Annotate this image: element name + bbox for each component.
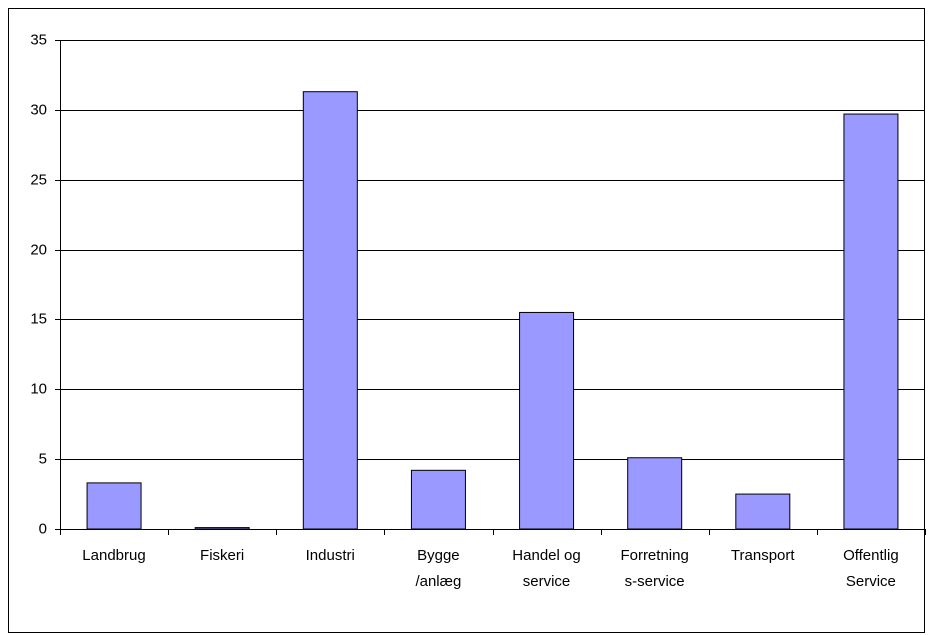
y-tick-label: 20	[30, 241, 47, 258]
x-tick-label: Landbrug	[82, 547, 146, 564]
y-tick-label: 0	[39, 520, 47, 537]
y-tick-label: 5	[39, 450, 47, 467]
x-tick-label: Forretning s-service	[620, 547, 689, 590]
y-tick-label: 15	[30, 310, 47, 327]
bar	[86, 482, 142, 530]
bar	[735, 493, 791, 530]
bar	[627, 457, 683, 530]
x-tick-label: Offentlig Service	[843, 547, 899, 590]
x-tick-label: Fiskeri	[200, 547, 245, 564]
x-tick-label: Industri	[305, 547, 355, 564]
x-tick-label: Bygge /anlæg	[415, 547, 462, 590]
bar	[194, 527, 250, 530]
bar	[519, 311, 575, 530]
chart-frame	[8, 8, 925, 633]
y-tick-label: 10	[30, 380, 47, 397]
y-tick-label: 35	[30, 31, 47, 48]
bar	[302, 91, 358, 530]
y-tick-label: 25	[30, 171, 47, 188]
x-tick-label: Transport	[730, 547, 795, 564]
y-tick-label: 30	[30, 101, 47, 118]
bar	[410, 469, 466, 530]
x-tick-label: Handel og service	[512, 547, 581, 590]
bar	[843, 113, 899, 530]
